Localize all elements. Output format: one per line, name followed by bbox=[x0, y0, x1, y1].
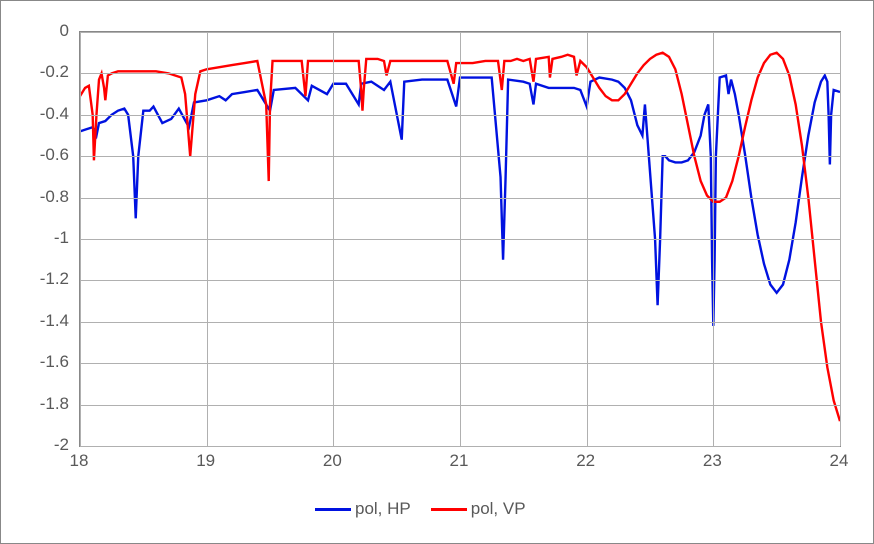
y-tick-label: -0.6 bbox=[1, 145, 69, 165]
plot-area bbox=[79, 31, 841, 447]
gridline-horizontal bbox=[80, 198, 840, 199]
gridline-horizontal bbox=[80, 446, 840, 447]
legend: pol, HP pol, VP bbox=[315, 499, 526, 519]
legend-label: pol, VP bbox=[471, 499, 526, 519]
chart-container: 0 -0.2 -0.4 -0.6 -0.8 -1 -1.2 -1.4 -1.6 -1.8 -2 18… bbox=[0, 0, 874, 544]
y-tick-label: -1.6 bbox=[1, 352, 69, 372]
legend-item: pol, HP bbox=[315, 499, 411, 519]
gridline-horizontal bbox=[80, 156, 840, 157]
gridline-horizontal bbox=[80, 73, 840, 74]
x-tick-label: 19 bbox=[196, 451, 215, 471]
gridline-vertical bbox=[840, 32, 841, 446]
gridline-horizontal bbox=[80, 32, 840, 33]
x-tick-label: 23 bbox=[703, 451, 722, 471]
legend-item: pol, VP bbox=[431, 499, 526, 519]
gridline-horizontal bbox=[80, 322, 840, 323]
gridline-horizontal bbox=[80, 363, 840, 364]
legend-swatch bbox=[431, 508, 467, 511]
y-tick-label: -0.4 bbox=[1, 104, 69, 124]
gridline-horizontal bbox=[80, 239, 840, 240]
x-tick-label: 20 bbox=[323, 451, 342, 471]
y-tick-label: -2 bbox=[1, 435, 69, 455]
x-tick-label: 18 bbox=[70, 451, 89, 471]
gridline-horizontal bbox=[80, 280, 840, 281]
y-tick-label: -1.8 bbox=[1, 394, 69, 414]
gridline-horizontal bbox=[80, 405, 840, 406]
legend-swatch bbox=[315, 508, 351, 511]
legend-label: pol, HP bbox=[355, 499, 411, 519]
y-tick-label: -1.4 bbox=[1, 311, 69, 331]
x-tick-label: 24 bbox=[830, 451, 849, 471]
x-tick-label: 21 bbox=[450, 451, 469, 471]
y-tick-label: -0.8 bbox=[1, 187, 69, 207]
gridline-horizontal bbox=[80, 115, 840, 116]
y-tick-label: -0.2 bbox=[1, 62, 69, 82]
y-tick-label: 0 bbox=[1, 21, 69, 41]
x-tick-label: 22 bbox=[576, 451, 595, 471]
y-tick-label: -1.2 bbox=[1, 269, 69, 289]
y-tick-label: -1 bbox=[1, 228, 69, 248]
